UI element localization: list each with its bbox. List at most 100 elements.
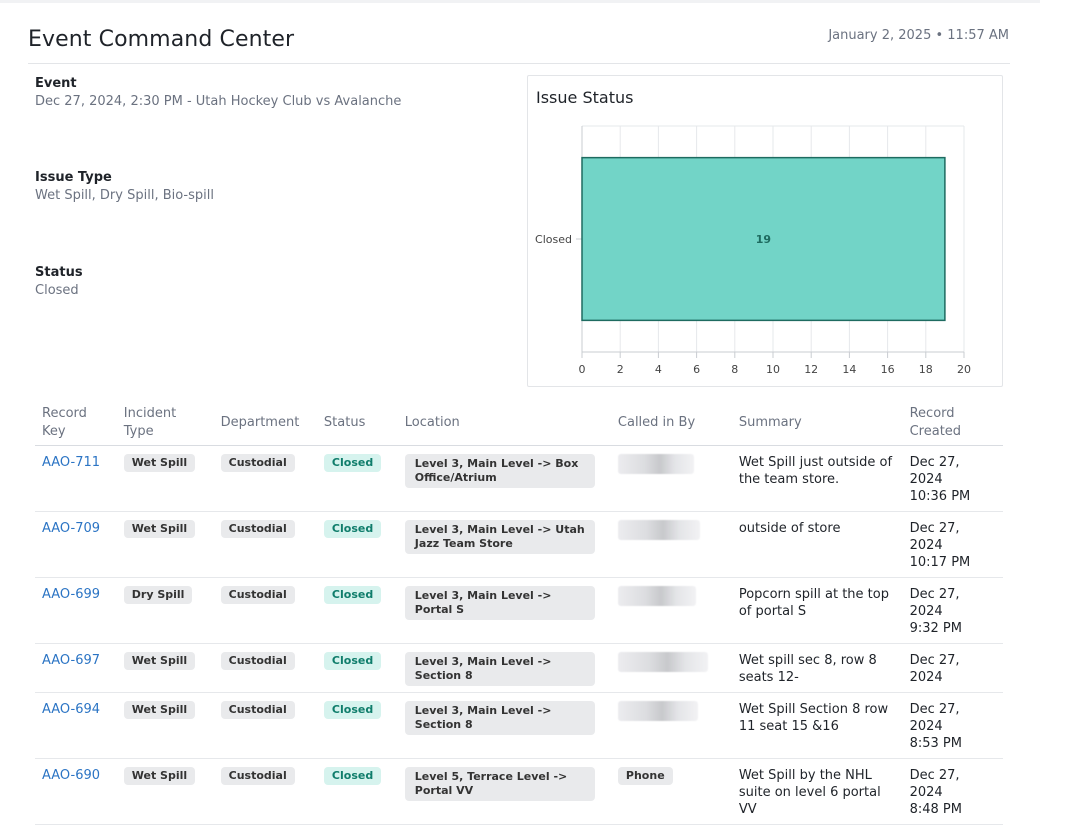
location-badge: Level 3, Main Level -> Section 8 xyxy=(404,652,595,686)
record-key-cell: AAO-709 xyxy=(35,511,117,578)
record-key-cell: AAO-699 xyxy=(35,577,117,644)
called-in-by-cell xyxy=(610,577,732,644)
issue-type-filter: Issue Type Wet Spill, Dry Spill, Bio-spi… xyxy=(35,170,214,203)
x-tick-label: 18 xyxy=(919,363,933,376)
column-header-status[interactable]: Status xyxy=(316,400,398,446)
record-key-cell: AAO-690 xyxy=(35,758,117,825)
table-row[interactable]: AAO-697 Wet Spill Custodial Closed Level 3, … xyxy=(35,643,1003,693)
issue-type-value: Wet Spill, Dry Spill, Bio-spill xyxy=(35,188,214,203)
table-row[interactable]: AAO-694 Wet Spill Custodial Closed Level 3, … xyxy=(35,692,1003,759)
created-date: Dec 27, 2024 xyxy=(909,653,960,685)
incident-type-badge: Wet Spill xyxy=(123,652,196,670)
incident-type-cell: Wet Spill xyxy=(116,643,214,693)
column-header-location[interactable]: Location xyxy=(397,400,611,446)
table-row[interactable]: AAO-711 Wet Spill Custodial Closed Level 3, … xyxy=(35,445,1003,512)
location-cell: Level 3, Main Level -> Section 8 xyxy=(397,692,611,759)
summary-cell: Wet Spill just outside of the team store… xyxy=(731,445,903,512)
department-badge: Custodial xyxy=(220,454,295,472)
created-time: 9:32 PM xyxy=(909,621,962,636)
records-table: Record Key Incident Type Department Status L… xyxy=(35,400,1003,825)
issue-status-chart-card: Issue Status 0 2 4 6 8 10 12 14 16 18 20 Closed 19 xyxy=(527,75,1003,387)
location-cell: Level 5, Terrace Level -> Portal VV xyxy=(397,758,611,825)
department-badge: Custodial xyxy=(220,767,295,785)
x-tick-label: 6 xyxy=(693,363,700,376)
record-key-link[interactable]: AAO-694 xyxy=(42,702,101,717)
column-header-record-created[interactable]: Record Created xyxy=(902,400,1003,446)
location-cell: Level 3, Main Level -> Utah Jazz Team St… xyxy=(397,511,611,578)
column-header-record-key[interactable]: Record Key xyxy=(35,400,117,446)
x-tick-label: 4 xyxy=(655,363,662,376)
column-header-called-in-by[interactable]: Called in By xyxy=(610,400,732,446)
status-cell: Closed xyxy=(316,577,398,644)
summary-cell: Wet Spill by the NHL suite on level 6 po… xyxy=(731,758,903,825)
location-cell: Level 3, Main Level -> Box Office/Atrium xyxy=(397,445,611,512)
department-badge: Custodial xyxy=(220,701,295,719)
status-badge: Closed xyxy=(323,454,382,472)
record-key-cell: AAO-697 xyxy=(35,643,117,693)
event-value: Dec 27, 2024, 2:30 PM - Utah Hockey Club… xyxy=(35,94,402,109)
issue-status-chart: 0 2 4 6 8 10 12 14 16 18 20 Closed 19 xyxy=(535,125,971,376)
column-header-summary[interactable]: Summary xyxy=(731,400,903,446)
record-key-link[interactable]: AAO-697 xyxy=(42,653,101,668)
department-cell: Custodial xyxy=(213,577,317,644)
summary-cell: Popcorn spill at the top of portal S xyxy=(731,577,903,644)
location-cell: Level 3, Main Level -> Section 8 xyxy=(397,643,611,693)
x-tick-label: 0 xyxy=(579,363,586,376)
status-value: Closed xyxy=(35,283,79,298)
record-created-cell: Dec 27, 2024 8:48 PM xyxy=(902,758,1003,825)
page-title: Event Command Center xyxy=(28,27,295,52)
table-body: AAO-711 Wet Spill Custodial Closed Level 3, … xyxy=(35,445,1003,825)
incident-type-cell: Dry Spill xyxy=(116,577,214,644)
department-cell: Custodial xyxy=(213,692,317,759)
x-tick-label: 2 xyxy=(617,363,624,376)
record-key-link[interactable]: AAO-699 xyxy=(42,587,101,602)
redacted-caller xyxy=(617,652,708,672)
incident-type-badge: Wet Spill xyxy=(123,701,196,719)
called-in-by-cell xyxy=(610,445,732,512)
called-in-by-cell xyxy=(610,511,732,578)
record-key-cell: AAO-711 xyxy=(35,445,117,512)
created-time: 10:17 PM xyxy=(909,555,971,570)
redacted-caller xyxy=(617,701,698,721)
location-badge: Level 5, Terrace Level -> Portal VV xyxy=(404,767,595,801)
created-date: Dec 27, 2024 xyxy=(909,455,960,487)
incident-type-cell: Wet Spill xyxy=(116,758,214,825)
incident-type-cell: Wet Spill xyxy=(116,445,214,512)
status-cell: Closed xyxy=(316,511,398,578)
location-badge: Level 3, Main Level -> Box Office/Atrium xyxy=(404,454,595,488)
record-key-link[interactable]: AAO-709 xyxy=(42,521,101,536)
called-in-by-cell xyxy=(610,692,732,759)
created-time: 8:48 PM xyxy=(909,802,962,817)
incident-type-badge: Wet Spill xyxy=(123,454,196,472)
table-row[interactable]: AAO-699 Dry Spill Custodial Closed Level 3, … xyxy=(35,577,1003,644)
status-cell: Closed xyxy=(316,643,398,693)
incident-type-badge: Wet Spill xyxy=(123,520,196,538)
table-row[interactable]: AAO-690 Wet Spill Custodial Closed Level 5, … xyxy=(35,758,1003,825)
record-key-link[interactable]: AAO-690 xyxy=(42,768,101,783)
status-filter: Status Closed xyxy=(35,265,83,298)
called-in-by-badge: Phone xyxy=(617,767,673,785)
called-in-by-cell: Phone xyxy=(610,758,732,825)
location-badge: Level 3, Main Level -> Section 8 xyxy=(404,701,595,735)
summary-cell: Wet Spill Section 8 row 11 seat 15 &16 xyxy=(731,692,903,759)
status-cell: Closed xyxy=(316,758,398,825)
record-created-cell: Dec 27, 2024 9:32 PM xyxy=(902,577,1003,644)
x-tick-label: 20 xyxy=(957,363,971,376)
current-datetime: January 2, 2025 • 11:57 AM xyxy=(828,28,1009,43)
column-header-incident-type[interactable]: Incident Type xyxy=(116,400,214,446)
location-cell: Level 3, Main Level -> Portal S xyxy=(397,577,611,644)
location-badge: Level 3, Main Level -> Utah Jazz Team St… xyxy=(404,520,595,554)
summary-cell: outside of store xyxy=(731,511,903,578)
record-created-cell: Dec 27, 2024 10:17 PM xyxy=(902,511,1003,578)
column-header-department[interactable]: Department xyxy=(213,400,317,446)
department-badge: Custodial xyxy=(220,586,295,604)
created-date: Dec 27, 2024 xyxy=(909,702,960,734)
record-created-cell: Dec 27, 2024 10:36 PM xyxy=(902,445,1003,512)
chart-title: Issue Status xyxy=(536,88,634,107)
status-cell: Closed xyxy=(316,692,398,759)
bar-data-label: 19 xyxy=(756,233,771,246)
table-row[interactable]: AAO-709 Wet Spill Custodial Closed Level 3, … xyxy=(35,511,1003,578)
record-key-link[interactable]: AAO-711 xyxy=(42,455,101,470)
x-tick-label: 12 xyxy=(804,363,818,376)
bar-closed xyxy=(581,156,946,322)
